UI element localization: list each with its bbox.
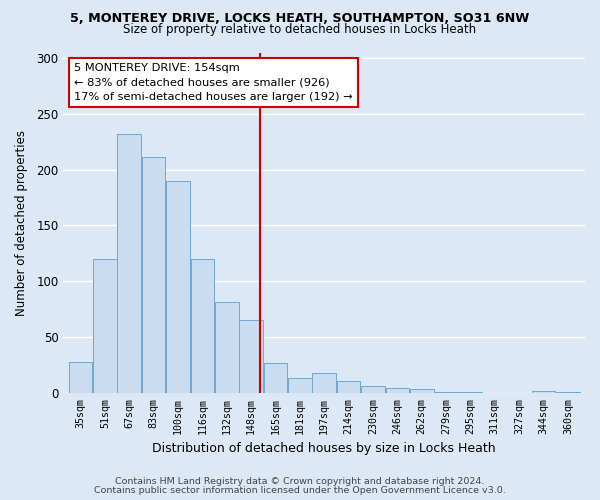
Text: 5 MONTEREY DRIVE: 154sqm
← 83% of detached houses are smaller (926)
17% of semi-: 5 MONTEREY DRIVE: 154sqm ← 83% of detach… (74, 62, 353, 102)
Bar (532, 390, 556, 393)
Text: Size of property relative to detached houses in Locks Heath: Size of property relative to detached ho… (124, 24, 476, 36)
Bar (68, 362, 92, 393)
X-axis label: Distribution of detached houses by size in Locks Heath: Distribution of detached houses by size … (152, 442, 496, 455)
Bar (118, 134, 141, 393)
Bar (313, 372, 336, 393)
Bar (337, 380, 361, 393)
Bar (410, 390, 434, 393)
Bar (556, 392, 580, 393)
Text: Contains public sector information licensed under the Open Government Licence v3: Contains public sector information licen… (94, 486, 506, 495)
Text: 5, MONTEREY DRIVE, LOCKS HEATH, SOUTHAMPTON, SO31 6NW: 5, MONTEREY DRIVE, LOCKS HEATH, SOUTHAMP… (70, 12, 530, 26)
Y-axis label: Number of detached properties: Number of detached properties (15, 130, 28, 316)
Bar (361, 386, 385, 393)
Bar (434, 392, 458, 393)
Bar (386, 388, 409, 393)
Bar (239, 320, 263, 393)
Bar (191, 259, 214, 393)
Bar (263, 362, 287, 393)
Bar (215, 302, 239, 393)
Bar (288, 378, 311, 393)
Bar (142, 158, 166, 393)
Text: Contains HM Land Registry data © Crown copyright and database right 2024.: Contains HM Land Registry data © Crown c… (115, 477, 485, 486)
Bar (93, 259, 116, 393)
Bar (166, 181, 190, 393)
Bar (458, 392, 482, 393)
